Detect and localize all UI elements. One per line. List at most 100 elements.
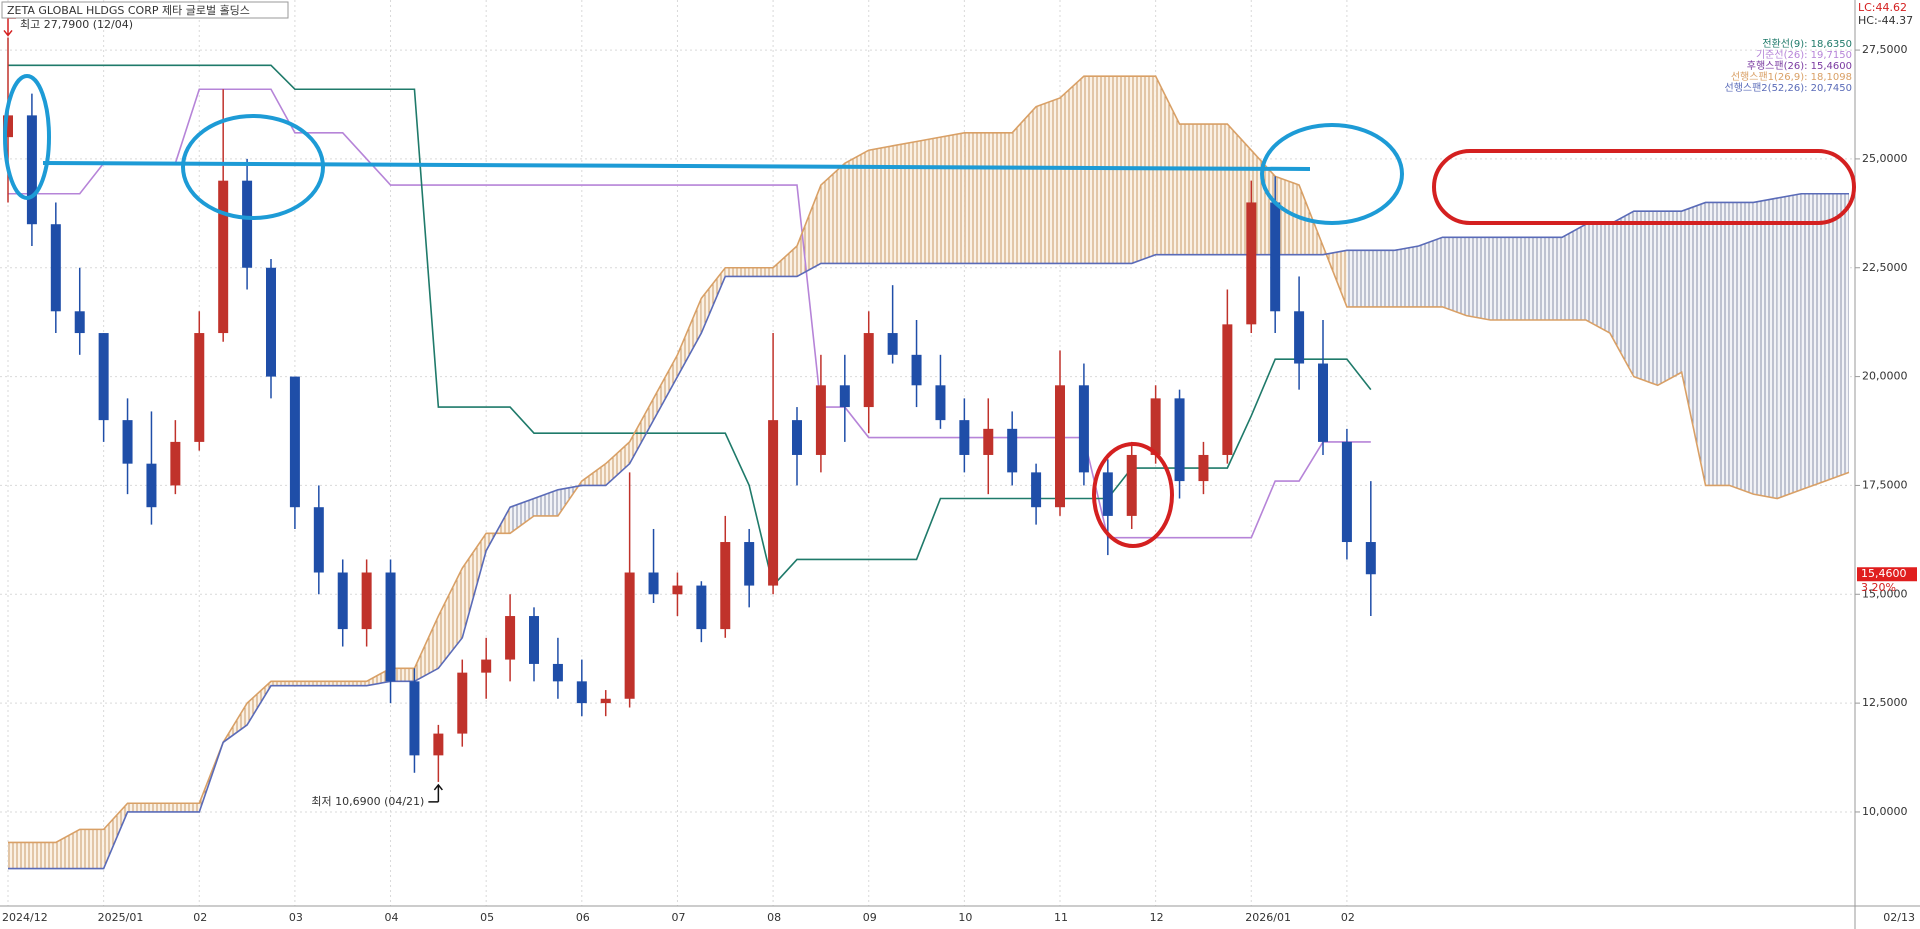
cloud-segment [1490, 237, 1515, 320]
cloud-segment [773, 245, 797, 277]
candle-body [1270, 202, 1281, 312]
cloud [8, 76, 1849, 869]
candle-body [1031, 472, 1042, 508]
indicator-line [8, 64, 1372, 588]
cloud-segment [1753, 198, 1778, 499]
cloud-segment [366, 668, 391, 686]
cloud-segment [1370, 250, 1395, 307]
drawn-box [1432, 149, 1856, 225]
candle-body [1102, 472, 1113, 516]
candle-body [218, 180, 229, 334]
cloud-segment [1657, 211, 1682, 386]
candle-body [1126, 454, 1137, 516]
candle-body [696, 585, 707, 630]
x-tick-label: 11 [1054, 911, 1068, 924]
drawn-ellipse [1260, 123, 1404, 225]
cloud-segment [892, 141, 917, 264]
candle-body [1341, 441, 1352, 543]
cloud-segment [1227, 124, 1252, 255]
cloud-segment [79, 829, 104, 869]
title-box: ZETA GLOBAL HLDGS CORP 제타 글로벌 홀딩스 [1, 1, 289, 19]
x-tick-label: 06 [576, 911, 590, 924]
grid [0, 0, 1855, 906]
cloud-segment [1418, 237, 1443, 307]
candle-body [1365, 542, 1376, 575]
candle-body [600, 698, 611, 704]
candle-body [170, 441, 181, 486]
candle-body [337, 572, 348, 630]
cloud-segment [438, 568, 463, 669]
cloud-segment [1801, 193, 1826, 490]
legend-entry: 기준선(26): 19,7150 [1756, 49, 1852, 61]
candle-body [1007, 428, 1018, 473]
candle-body [313, 507, 324, 573]
cloud-segment [1466, 237, 1491, 320]
cloud-segment [1514, 237, 1539, 320]
candle-body [122, 420, 133, 464]
cloud-segment [940, 132, 965, 264]
candle-body [98, 333, 109, 421]
cloud-segment [31, 842, 56, 869]
cloud-segment [629, 398, 654, 464]
drawn-ellipse [1092, 442, 1174, 548]
candle-body [433, 733, 444, 756]
candle-body [1174, 398, 1185, 482]
drawn-ellipse [181, 114, 325, 220]
cloud-segment [271, 681, 295, 686]
lines [8, 64, 1850, 870]
candle-body [768, 420, 779, 586]
indicator-line [8, 192, 1849, 870]
candle-body [146, 463, 157, 508]
x-tick-label: 12 [1150, 911, 1164, 924]
candle-body [289, 376, 300, 508]
candle-body [1294, 311, 1305, 364]
y-tick-label: 15,0000 [1862, 587, 1908, 600]
cloud-segment [797, 185, 821, 277]
cloud-segment [701, 267, 726, 334]
y-tick-label: 12,5000 [1862, 696, 1908, 709]
y-tick-label: 10,0000 [1862, 805, 1908, 818]
candle-body [194, 333, 205, 442]
candle-body [648, 572, 659, 595]
cloud-segment [103, 803, 128, 869]
cloud-segment [1275, 176, 1300, 255]
cloud-segment [55, 829, 80, 869]
cloud-segment [1609, 211, 1634, 377]
candles [3, 37, 1376, 782]
candle-body [839, 385, 850, 408]
candle-body [361, 572, 372, 630]
cloud-segment [1394, 245, 1419, 307]
candle-body [50, 224, 61, 312]
cloud-segment [1705, 202, 1730, 486]
candle-body [409, 681, 420, 756]
candle-body [3, 115, 13, 138]
cloud-segment [1729, 202, 1754, 495]
candle-body [26, 115, 37, 225]
legend-entry: 후행스팬(26): 15,4600 [1747, 60, 1852, 72]
y-tick-label: 25,0000 [1862, 152, 1908, 165]
x-tick-label: 04 [385, 911, 399, 924]
cloud-segment [581, 463, 606, 486]
cloud-segment [916, 137, 941, 264]
cloud-segment [964, 132, 989, 264]
indicator-line [8, 88, 1371, 539]
cloud-segment [414, 616, 439, 682]
cloud-segment [844, 150, 869, 264]
cloud-segment [1442, 237, 1467, 316]
cloud-segment [151, 803, 176, 812]
cloud-segment [1562, 224, 1586, 320]
candle-body [1198, 454, 1209, 482]
cloud-segment [749, 267, 774, 277]
drawn-ellipse [3, 74, 51, 200]
candle-body [887, 333, 898, 355]
candle-body [1078, 385, 1089, 473]
cloud-segment [1538, 237, 1563, 320]
legend-entry: 선행스팬1(26,9): 18,1098 [1731, 71, 1852, 83]
candle-body [1150, 398, 1161, 455]
cloud-segment [988, 132, 1013, 264]
candle-body [266, 267, 276, 377]
candle-body [1246, 202, 1257, 325]
cloud-segment [510, 498, 534, 534]
candle-body [505, 616, 516, 660]
